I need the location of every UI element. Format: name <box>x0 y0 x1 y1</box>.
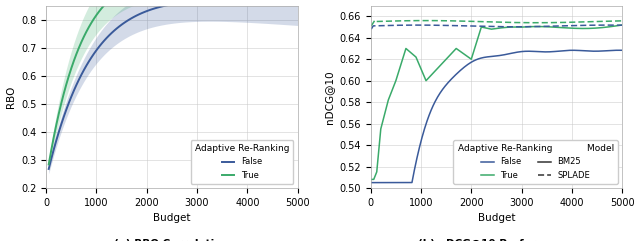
Y-axis label: nDCG@10: nDCG@10 <box>324 70 334 124</box>
Legend: False, True: False, True <box>191 140 294 184</box>
Text: (b) nDCG@10 Performance: (b) nDCG@10 Performance <box>418 239 575 241</box>
Y-axis label: RBO: RBO <box>6 86 15 108</box>
Legend: False, True, BM25, SPLADE: False, True, BM25, SPLADE <box>453 140 618 184</box>
Text: (a) RBO Correlation: (a) RBO Correlation <box>115 239 229 241</box>
X-axis label: Budget: Budget <box>153 213 191 223</box>
X-axis label: Budget: Budget <box>477 213 515 223</box>
